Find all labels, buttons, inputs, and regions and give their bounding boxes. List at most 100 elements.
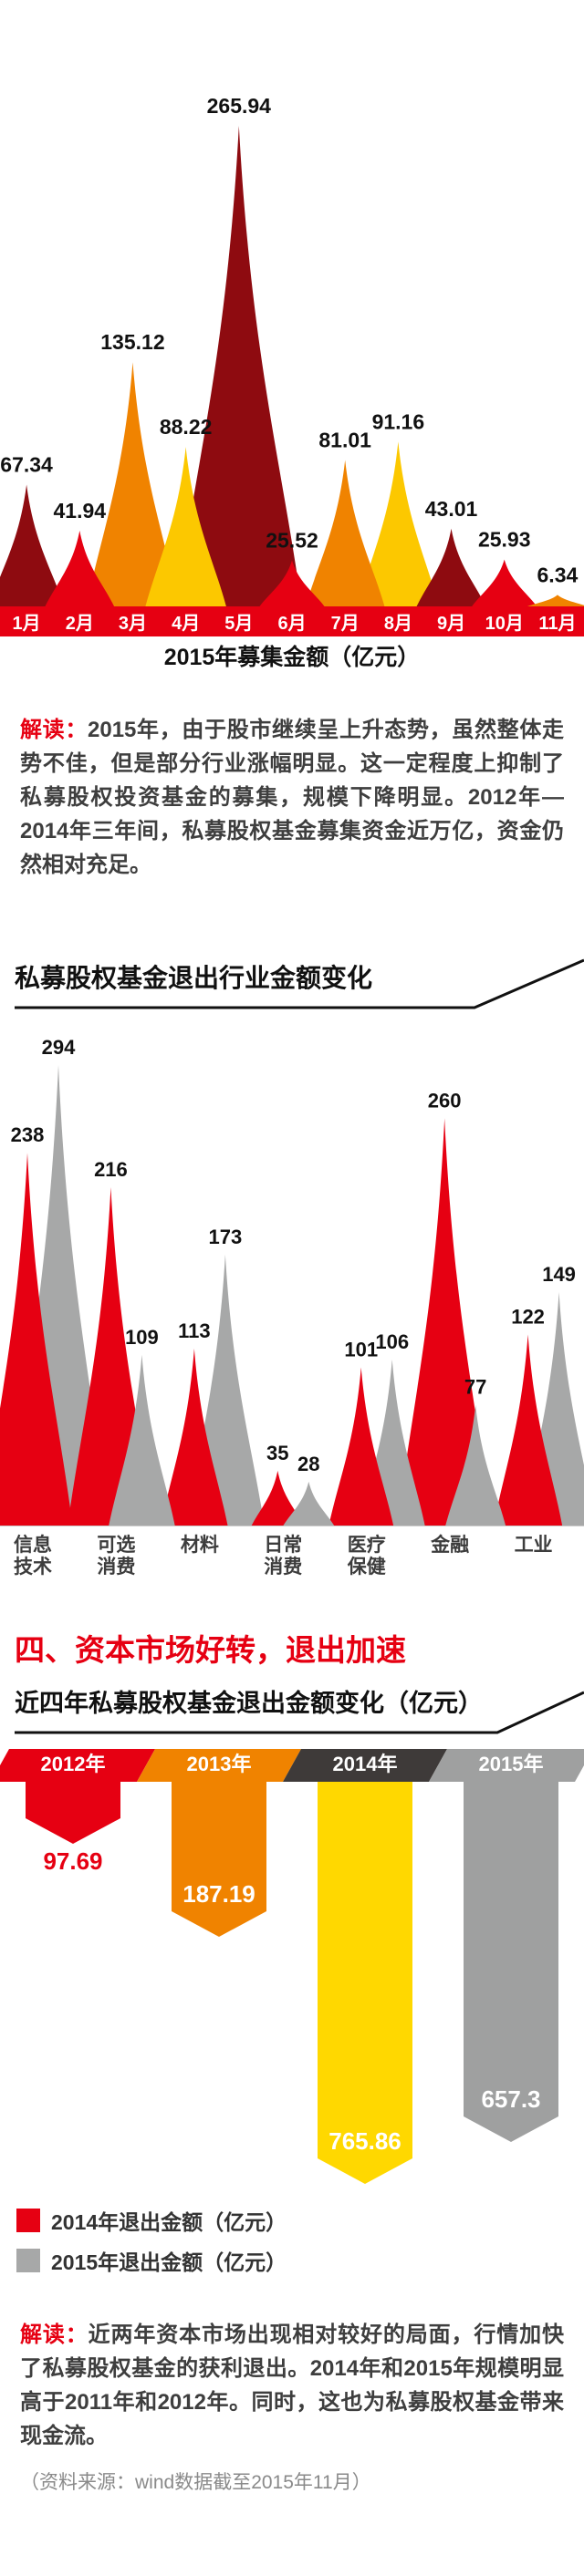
value-label: 28 bbox=[297, 1453, 319, 1475]
category-label: 工业 bbox=[515, 1535, 553, 1556]
interpretation-2-label: 解读： bbox=[20, 2323, 89, 2347]
flame-可选消费 bbox=[109, 1354, 175, 1526]
year-band-2013年 bbox=[137, 1749, 301, 1782]
flame-工业 bbox=[493, 1334, 563, 1526]
flame-7月 bbox=[305, 460, 385, 606]
value-label: 149 bbox=[542, 1263, 576, 1286]
value-label-2月: 41.94 bbox=[53, 499, 106, 522]
value-label-9月: 43.01 bbox=[425, 497, 478, 521]
value-label: 122 bbox=[511, 1305, 545, 1328]
flame-2月 bbox=[45, 530, 115, 606]
flame-8月 bbox=[357, 441, 440, 606]
category-label: 技术 bbox=[14, 1557, 52, 1576]
value-label-10月: 25.93 bbox=[478, 528, 531, 552]
flame-11月 bbox=[527, 595, 584, 606]
category-label: 日常 bbox=[264, 1534, 302, 1556]
month-label: 10月 bbox=[485, 614, 524, 634]
value-label: 173 bbox=[208, 1226, 242, 1248]
chart2-banner: 私募股权基金退出行业金额变化 bbox=[0, 949, 584, 1015]
yearly-exit-ribbon-chart: 2012年 97.69 2013年 187.19 2014年 765.86 2015年 657… bbox=[0, 1749, 584, 2184]
flame-日常消费 bbox=[283, 1481, 335, 1526]
interpretation-1-label: 解读： bbox=[20, 718, 88, 742]
category-label: 医疗 bbox=[348, 1534, 386, 1556]
flame-医疗保健 bbox=[328, 1367, 394, 1526]
category-label: 保健 bbox=[347, 1556, 386, 1576]
value-label: 77 bbox=[464, 1376, 486, 1399]
value-label-5月: 265.94 bbox=[207, 94, 272, 118]
value-label: 101 bbox=[344, 1339, 378, 1361]
banner-swoosh-line bbox=[15, 958, 584, 1009]
ribbon-2012年 bbox=[26, 1782, 120, 1844]
industry-exit-chart: 238 216 113 35 101 260 122 294 109 173 28 106 77 149 信… bbox=[0, 1036, 584, 1576]
month-label: 9月 bbox=[437, 614, 466, 634]
month-label: 11月 bbox=[538, 614, 577, 634]
value-label: 294 bbox=[42, 1036, 76, 1059]
month-label: 2月 bbox=[65, 614, 94, 634]
value-label-1月: 67.34 bbox=[0, 453, 53, 477]
month-label: 6月 bbox=[277, 614, 307, 634]
flame-金融 bbox=[397, 1118, 492, 1526]
chart2-title: 私募股权基金退出行业金额变化 bbox=[15, 964, 373, 992]
value-label: 260 bbox=[428, 1089, 462, 1112]
ribbon-value: 765.86 bbox=[328, 2127, 402, 2155]
flame-5月 bbox=[175, 126, 302, 606]
value-label-4月: 88.22 bbox=[160, 415, 213, 439]
year-label: 2015年 bbox=[479, 1753, 544, 1775]
interpretation-2-text: 近两年资本市场出现相对较好的局面，行情加快了私募股权基金的获利退出。2014年和… bbox=[20, 2323, 564, 2448]
interpretation-2: 解读：近两年资本市场出现相对较好的局面，行情加快了私募股权基金的获利退出。201… bbox=[20, 2318, 564, 2453]
chart1-title: 2015年募集金额（亿元） bbox=[163, 645, 421, 670]
value-label: 216 bbox=[94, 1158, 128, 1181]
year-band-2014年 bbox=[283, 1749, 447, 1782]
value-label-11月: 6.34 bbox=[537, 563, 579, 586]
legend-swatch bbox=[16, 2209, 40, 2232]
ribbon-2013年 bbox=[172, 1782, 266, 1937]
year-label: 2013年 bbox=[187, 1753, 252, 1775]
legend-label: 2014年退出金额（亿元） bbox=[51, 2210, 287, 2234]
flame-金融 bbox=[445, 1404, 506, 1526]
ribbon-value: 657.3 bbox=[481, 2085, 540, 2113]
year-label: 2014年 bbox=[333, 1753, 398, 1775]
chart-legend: 2014年退出金额（亿元） 2015年退出金额（亿元） bbox=[16, 2205, 584, 2285]
category-label: 金融 bbox=[430, 1534, 469, 1556]
category-label: 信息 bbox=[14, 1534, 52, 1556]
year-label: 2012年 bbox=[41, 1753, 106, 1775]
ribbon-2015年 bbox=[464, 1782, 558, 2142]
value-label-6月: 25.52 bbox=[266, 528, 318, 552]
value-label: 35 bbox=[266, 1442, 288, 1464]
legend-swatch bbox=[16, 2249, 40, 2272]
value-label: 109 bbox=[125, 1326, 159, 1349]
flame-9月 bbox=[416, 528, 486, 606]
category-label: 材料 bbox=[181, 1534, 219, 1556]
value-label-3月: 135.12 bbox=[100, 330, 164, 354]
month-label: 4月 bbox=[172, 614, 201, 634]
year-band-2012年 bbox=[0, 1749, 155, 1782]
legend-item: 2014年退出金额（亿元） bbox=[16, 2205, 584, 2236]
month-axis-strip: 1月 2月 3月 4月 5月 6月 7月 8月 9月 10月 11月 bbox=[0, 606, 584, 636]
value-label-7月: 81.01 bbox=[318, 428, 371, 451]
interpretation-1: 解读：2015年，由于股市继续呈上升态势，虽然整体走势不佳，但是部分行业涨幅明显… bbox=[20, 713, 564, 882]
year-band-2015年 bbox=[429, 1749, 584, 1782]
flame-10月 bbox=[472, 559, 537, 606]
section-header: 四、资本市场好转，退出加速 bbox=[15, 1633, 406, 1667]
flame-6月 bbox=[259, 560, 325, 606]
value-label: 238 bbox=[11, 1123, 45, 1146]
ribbon-value: 187.19 bbox=[182, 1880, 256, 1908]
month-label: 7月 bbox=[330, 614, 360, 634]
ribbon-value: 97.69 bbox=[43, 1847, 102, 1875]
chart3-banner: 近四年私募股权基金退出金额变化（亿元） bbox=[0, 1678, 584, 1740]
banner-swoosh-line bbox=[15, 1691, 584, 1734]
source-note: （资料来源：wind数据截至2015年11月） bbox=[20, 2472, 371, 2493]
month-label: 5月 bbox=[224, 614, 254, 634]
ribbon-2014年 bbox=[318, 1782, 412, 2184]
flame-日常消费 bbox=[251, 1470, 304, 1526]
flame-3月 bbox=[86, 362, 180, 606]
interpretation-1-text: 2015年，由于股市继续呈上升态势，虽然整体走势不佳，但是部分行业涨幅明显。这一… bbox=[20, 718, 565, 877]
category-label: 消费 bbox=[264, 1556, 302, 1576]
flame-1月 bbox=[0, 484, 65, 606]
legend-item: 2015年退出金额（亿元） bbox=[16, 2245, 584, 2276]
value-label: 106 bbox=[375, 1330, 409, 1353]
month-label: 3月 bbox=[118, 614, 148, 634]
value-label: 113 bbox=[178, 1319, 211, 1342]
